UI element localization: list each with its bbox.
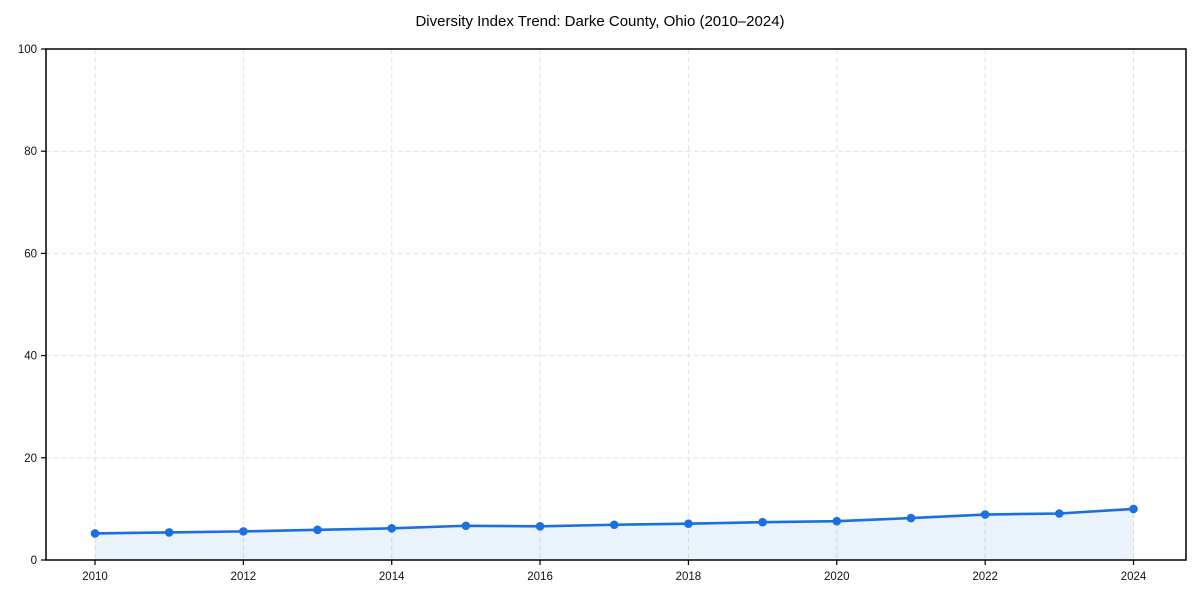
y-tick-label: 80 bbox=[24, 146, 37, 158]
x-tick-label: 2018 bbox=[676, 571, 702, 583]
x-tick-label: 2010 bbox=[82, 571, 108, 583]
y-tick-label: 60 bbox=[24, 248, 37, 260]
data-point bbox=[1129, 504, 1138, 514]
chart-title: Diversity Index Trend: Darke County, Ohi… bbox=[415, 13, 785, 30]
data-point bbox=[535, 521, 545, 531]
data-point bbox=[684, 519, 693, 529]
y-tick-label: 40 bbox=[24, 351, 37, 363]
plot-frame bbox=[45, 48, 1187, 561]
data-point bbox=[387, 524, 397, 533]
x-tick-label: 2024 bbox=[1121, 571, 1147, 583]
x-tick-label: 2014 bbox=[379, 571, 405, 583]
data-point bbox=[609, 520, 619, 530]
data-point bbox=[90, 529, 100, 538]
x-tick-label: 2016 bbox=[527, 571, 553, 583]
area-fill bbox=[95, 508, 1134, 560]
y-tick-label: 0 bbox=[31, 555, 37, 567]
data-point bbox=[239, 527, 248, 536]
data-point bbox=[313, 525, 322, 535]
data-point bbox=[832, 516, 842, 526]
data-point bbox=[906, 513, 916, 523]
y-tick-label: 20 bbox=[24, 453, 37, 465]
x-tick-label: 2012 bbox=[231, 571, 257, 583]
data-point bbox=[980, 510, 990, 519]
x-tick-label: 2022 bbox=[972, 571, 998, 583]
x-tick-label: 2020 bbox=[824, 571, 850, 583]
data-point bbox=[164, 528, 174, 537]
data-point bbox=[758, 517, 767, 527]
y-tick-label: 100 bbox=[18, 44, 37, 56]
data-point bbox=[461, 521, 471, 531]
data-point bbox=[1055, 509, 1064, 518]
